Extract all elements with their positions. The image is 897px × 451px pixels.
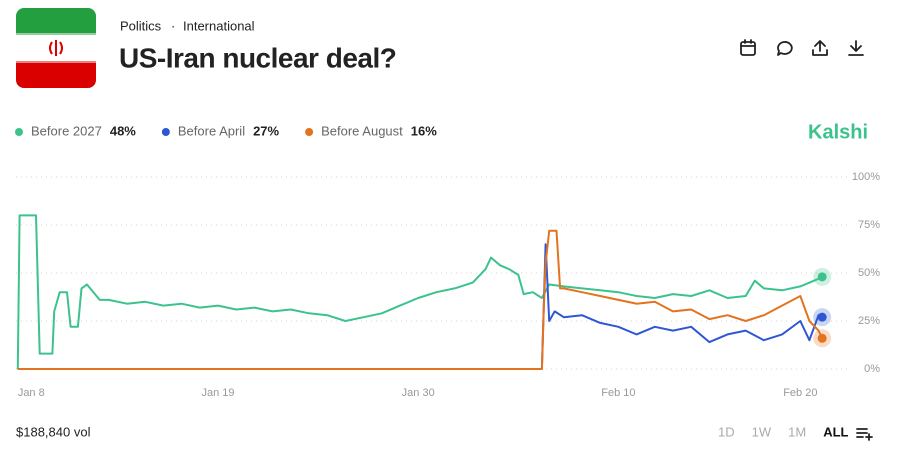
- legend-value: 16%: [411, 123, 437, 138]
- x-tick-label: Jan 19: [201, 387, 234, 399]
- legend-value: 27%: [253, 123, 279, 138]
- legend-dot: [15, 128, 23, 136]
- legend: Before 2027 48% Before April 27% Before Augu…: [15, 123, 437, 138]
- y-tick-label: 25%: [858, 315, 880, 327]
- x-tick-label: Jan 8: [18, 387, 45, 399]
- x-tick-label: Jan 30: [402, 387, 435, 399]
- end-dot: [817, 333, 827, 343]
- y-tick-label: 75%: [858, 219, 880, 231]
- comment-icon[interactable]: [777, 41, 793, 56]
- legend-value: 48%: [110, 123, 136, 138]
- calendar-icon[interactable]: [740, 39, 756, 56]
- range-button[interactable]: 1W: [752, 424, 772, 439]
- list-icon[interactable]: [856, 428, 873, 441]
- y-tick-label: 50%: [858, 267, 880, 279]
- y-tick-label: 100%: [852, 171, 880, 183]
- range-button[interactable]: 1M: [788, 424, 806, 439]
- legend-name: Before August: [321, 123, 403, 138]
- plot: 0% 25% 50% 75% 100% Jan 8 Jan 19 Jan 30 Feb 10 Fe…: [16, 171, 880, 399]
- legend-dot: [305, 128, 314, 136]
- flag: [16, 8, 96, 88]
- brand-logo[interactable]: Kalshi: [808, 121, 868, 143]
- x-tick-label: Feb 10: [601, 387, 635, 399]
- end-dot: [817, 272, 827, 282]
- download-icon[interactable]: [848, 40, 864, 56]
- series-line: [17, 243, 823, 370]
- volume: $188,840 vol: [16, 424, 91, 439]
- share-icon[interactable]: [812, 40, 828, 56]
- legend-name: Before 2027: [31, 123, 102, 138]
- title: US-Iran nuclear deal?: [119, 42, 396, 73]
- breadcrumb[interactable]: International: [183, 18, 255, 33]
- separator: ·: [171, 18, 175, 33]
- range-button[interactable]: ALL: [823, 424, 848, 439]
- legend-name: Before April: [178, 123, 245, 138]
- breadcrumb[interactable]: Politics: [120, 18, 162, 33]
- legend-dot: [161, 128, 170, 136]
- x-tick-label: Feb 20: [783, 387, 817, 399]
- range-button[interactable]: 1D: [718, 424, 735, 439]
- range-buttons: 1D 1W 1M ALL: [718, 424, 849, 439]
- series-line: [17, 229, 824, 370]
- series-line: [16, 214, 823, 370]
- y-tick-label: 0%: [864, 363, 880, 375]
- end-dot: [817, 312, 827, 322]
